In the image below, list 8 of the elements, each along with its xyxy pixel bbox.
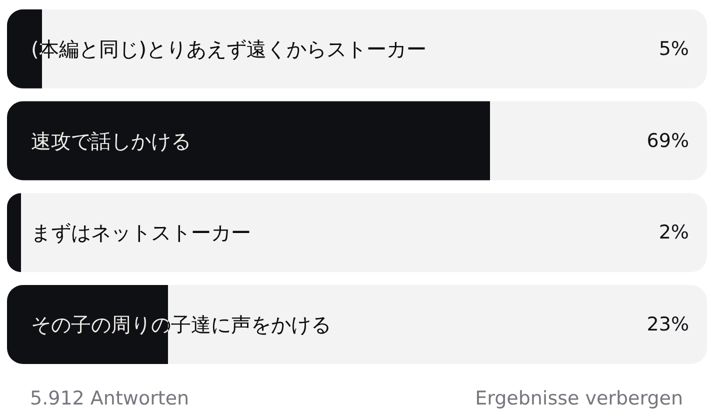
text: 5.912 Antworten — [30, 388, 190, 410]
y-tick-label: 速攻で話しかける — [31, 128, 191, 153]
data-label: 2% — [658, 222, 689, 244]
y-tick-label: まずはネットストーカー — [31, 220, 251, 245]
text: Ergebnisse verbergen — [475, 388, 683, 410]
data-label: 23% — [646, 313, 689, 336]
data-label: 69% — [646, 130, 689, 152]
data-label: 5% — [658, 38, 689, 60]
